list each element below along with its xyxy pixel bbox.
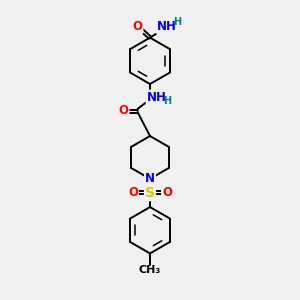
Text: N: N — [145, 172, 155, 185]
Text: O: O — [118, 104, 128, 117]
Text: H: H — [174, 16, 182, 27]
Text: O: O — [162, 186, 172, 199]
Text: S: S — [145, 186, 155, 200]
Text: NH: NH — [147, 91, 166, 103]
Text: O: O — [133, 20, 142, 33]
Text: CH₃: CH₃ — [139, 265, 161, 275]
Text: NH: NH — [157, 20, 177, 33]
Text: H: H — [163, 96, 171, 106]
Text: O: O — [128, 186, 138, 199]
